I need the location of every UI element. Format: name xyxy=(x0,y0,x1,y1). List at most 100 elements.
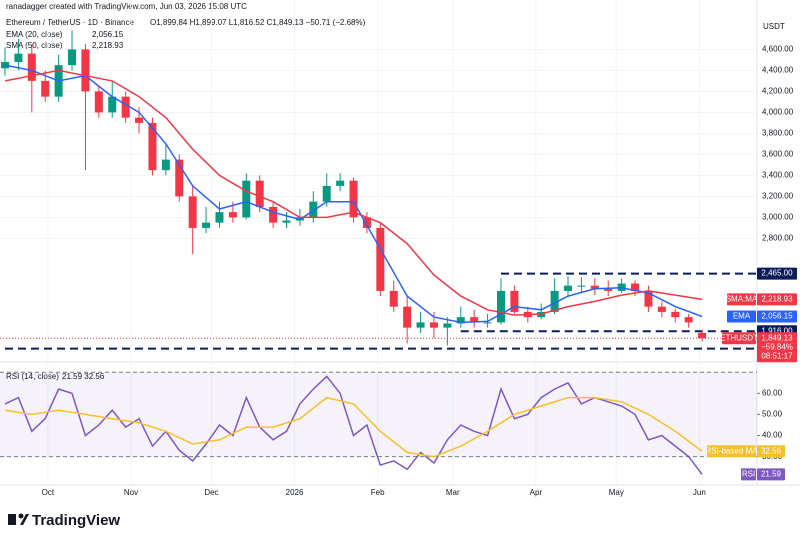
x-tick-label: Jun xyxy=(693,488,706,497)
candle-body xyxy=(429,322,438,328)
x-tick-label: Nov xyxy=(124,488,138,497)
candle-body xyxy=(443,323,452,328)
candle-body xyxy=(657,306,666,312)
y-tick-label: 50.00 xyxy=(762,410,783,419)
tag-box xyxy=(707,445,756,458)
candle-body xyxy=(161,159,170,171)
candle-body xyxy=(269,206,278,223)
last-price-symbol-box xyxy=(722,332,756,345)
candle-body xyxy=(389,290,398,307)
candle-body xyxy=(671,311,680,318)
y-tick-label: 3,400.00 xyxy=(762,171,794,180)
candle-body xyxy=(215,212,224,223)
value-tag xyxy=(757,445,785,458)
indicator-line xyxy=(4,69,703,316)
ema-legend-value: 2,056.15 xyxy=(92,30,124,39)
rsi-legend: RSI (14, close) xyxy=(6,372,59,381)
candle-body xyxy=(322,185,331,202)
y-tick-label: 4,600.00 xyxy=(762,45,794,54)
candle-body xyxy=(510,290,519,312)
x-tick-label: 2026 xyxy=(286,488,304,497)
price-tag xyxy=(757,293,797,306)
currency: USDT xyxy=(763,22,785,31)
last-price-symbol: ETHUSDT xyxy=(720,333,758,342)
value-tag xyxy=(757,468,785,481)
x-tick-label: Oct xyxy=(42,488,55,497)
ohlc: O1,899.84 H1,899.07 L1,816.52 C1,849.13 … xyxy=(150,18,366,27)
candle-body xyxy=(121,96,130,118)
y-tick-label: 3,600.00 xyxy=(762,150,794,159)
candle-body xyxy=(644,290,653,307)
y-tick-label: 40.00 xyxy=(762,431,783,440)
candle-body xyxy=(108,96,117,113)
candle-body xyxy=(309,201,318,218)
y-tick-label: 4,000.00 xyxy=(762,108,794,117)
candle-body xyxy=(698,332,707,339)
candle-body xyxy=(362,217,371,228)
candle-body xyxy=(68,49,77,66)
sma-legend: SMA (50, close) xyxy=(6,41,63,50)
tag-label: EMA xyxy=(733,312,751,321)
candle-body xyxy=(242,180,251,218)
price-tag-label: 2,218.93 xyxy=(761,295,793,304)
candle-body xyxy=(148,122,157,171)
candle-body xyxy=(1,62,9,69)
indicator-line xyxy=(4,375,703,475)
level-tag xyxy=(757,267,797,280)
rsi-band xyxy=(0,372,757,457)
candle-body xyxy=(376,227,385,291)
x-tick-label: Apr xyxy=(530,488,543,497)
last-price-change: −59.84% xyxy=(761,342,793,351)
price-tag xyxy=(757,310,797,323)
candle-body xyxy=(631,283,640,291)
x-tick-label: Dec xyxy=(204,488,218,497)
tag-label: RSI xyxy=(742,470,755,479)
tag-box xyxy=(727,310,756,323)
tag-label: RSI-based MA xyxy=(705,446,758,455)
price-tag-label: 2,056.15 xyxy=(761,312,793,321)
rsi-legend-values: 21.59 32.56 xyxy=(62,372,105,381)
candle-body xyxy=(228,212,237,218)
y-tick-label: 3,200.00 xyxy=(762,192,794,201)
level-label: 2,465.00 xyxy=(761,269,793,278)
candle-body xyxy=(81,49,90,92)
level-label: 1,916.00 xyxy=(761,326,793,335)
candle-body xyxy=(456,317,465,324)
logo xyxy=(8,513,29,525)
last-price-tag xyxy=(757,332,797,363)
last-price-label: 1,849.13 xyxy=(761,333,793,342)
tag-box xyxy=(741,468,756,481)
y-tick-label: 4,200.00 xyxy=(762,87,794,96)
candle-body xyxy=(550,290,559,312)
candle-body xyxy=(135,117,144,123)
candle-body xyxy=(496,290,505,323)
countdown: 08:51:17 xyxy=(761,351,793,360)
candle-body xyxy=(470,317,479,323)
indicator-line xyxy=(4,64,703,324)
candle-body xyxy=(564,285,573,291)
candle-body xyxy=(403,306,412,328)
x-tick-label: May xyxy=(609,488,624,497)
candle-body xyxy=(416,322,425,328)
candle-body xyxy=(336,180,345,186)
x-tick-label: Feb xyxy=(371,488,385,497)
value-tag-label: 21.59 xyxy=(761,470,782,479)
y-tick-label: 2,800.00 xyxy=(762,234,794,243)
candle-body xyxy=(255,180,264,207)
sma-legend-value: 2,218.93 xyxy=(92,41,124,50)
value-tag-label: 32.56 xyxy=(761,446,782,455)
symbol: Ethereum / TetherUS · 1D · Binance xyxy=(6,18,134,27)
candle-body xyxy=(577,285,586,287)
credit: ranadagger created with TradingView.com,… xyxy=(6,2,247,11)
x-tick-label: Mar xyxy=(446,488,460,497)
y-tick-label: 60.00 xyxy=(762,388,783,397)
tag-box xyxy=(727,293,756,306)
candle-body xyxy=(188,196,197,228)
candle-body xyxy=(27,53,36,81)
candle-body xyxy=(684,317,693,323)
y-tick-label: 3,800.00 xyxy=(762,129,794,138)
indicator-line xyxy=(4,396,703,458)
candle-body xyxy=(282,220,291,223)
